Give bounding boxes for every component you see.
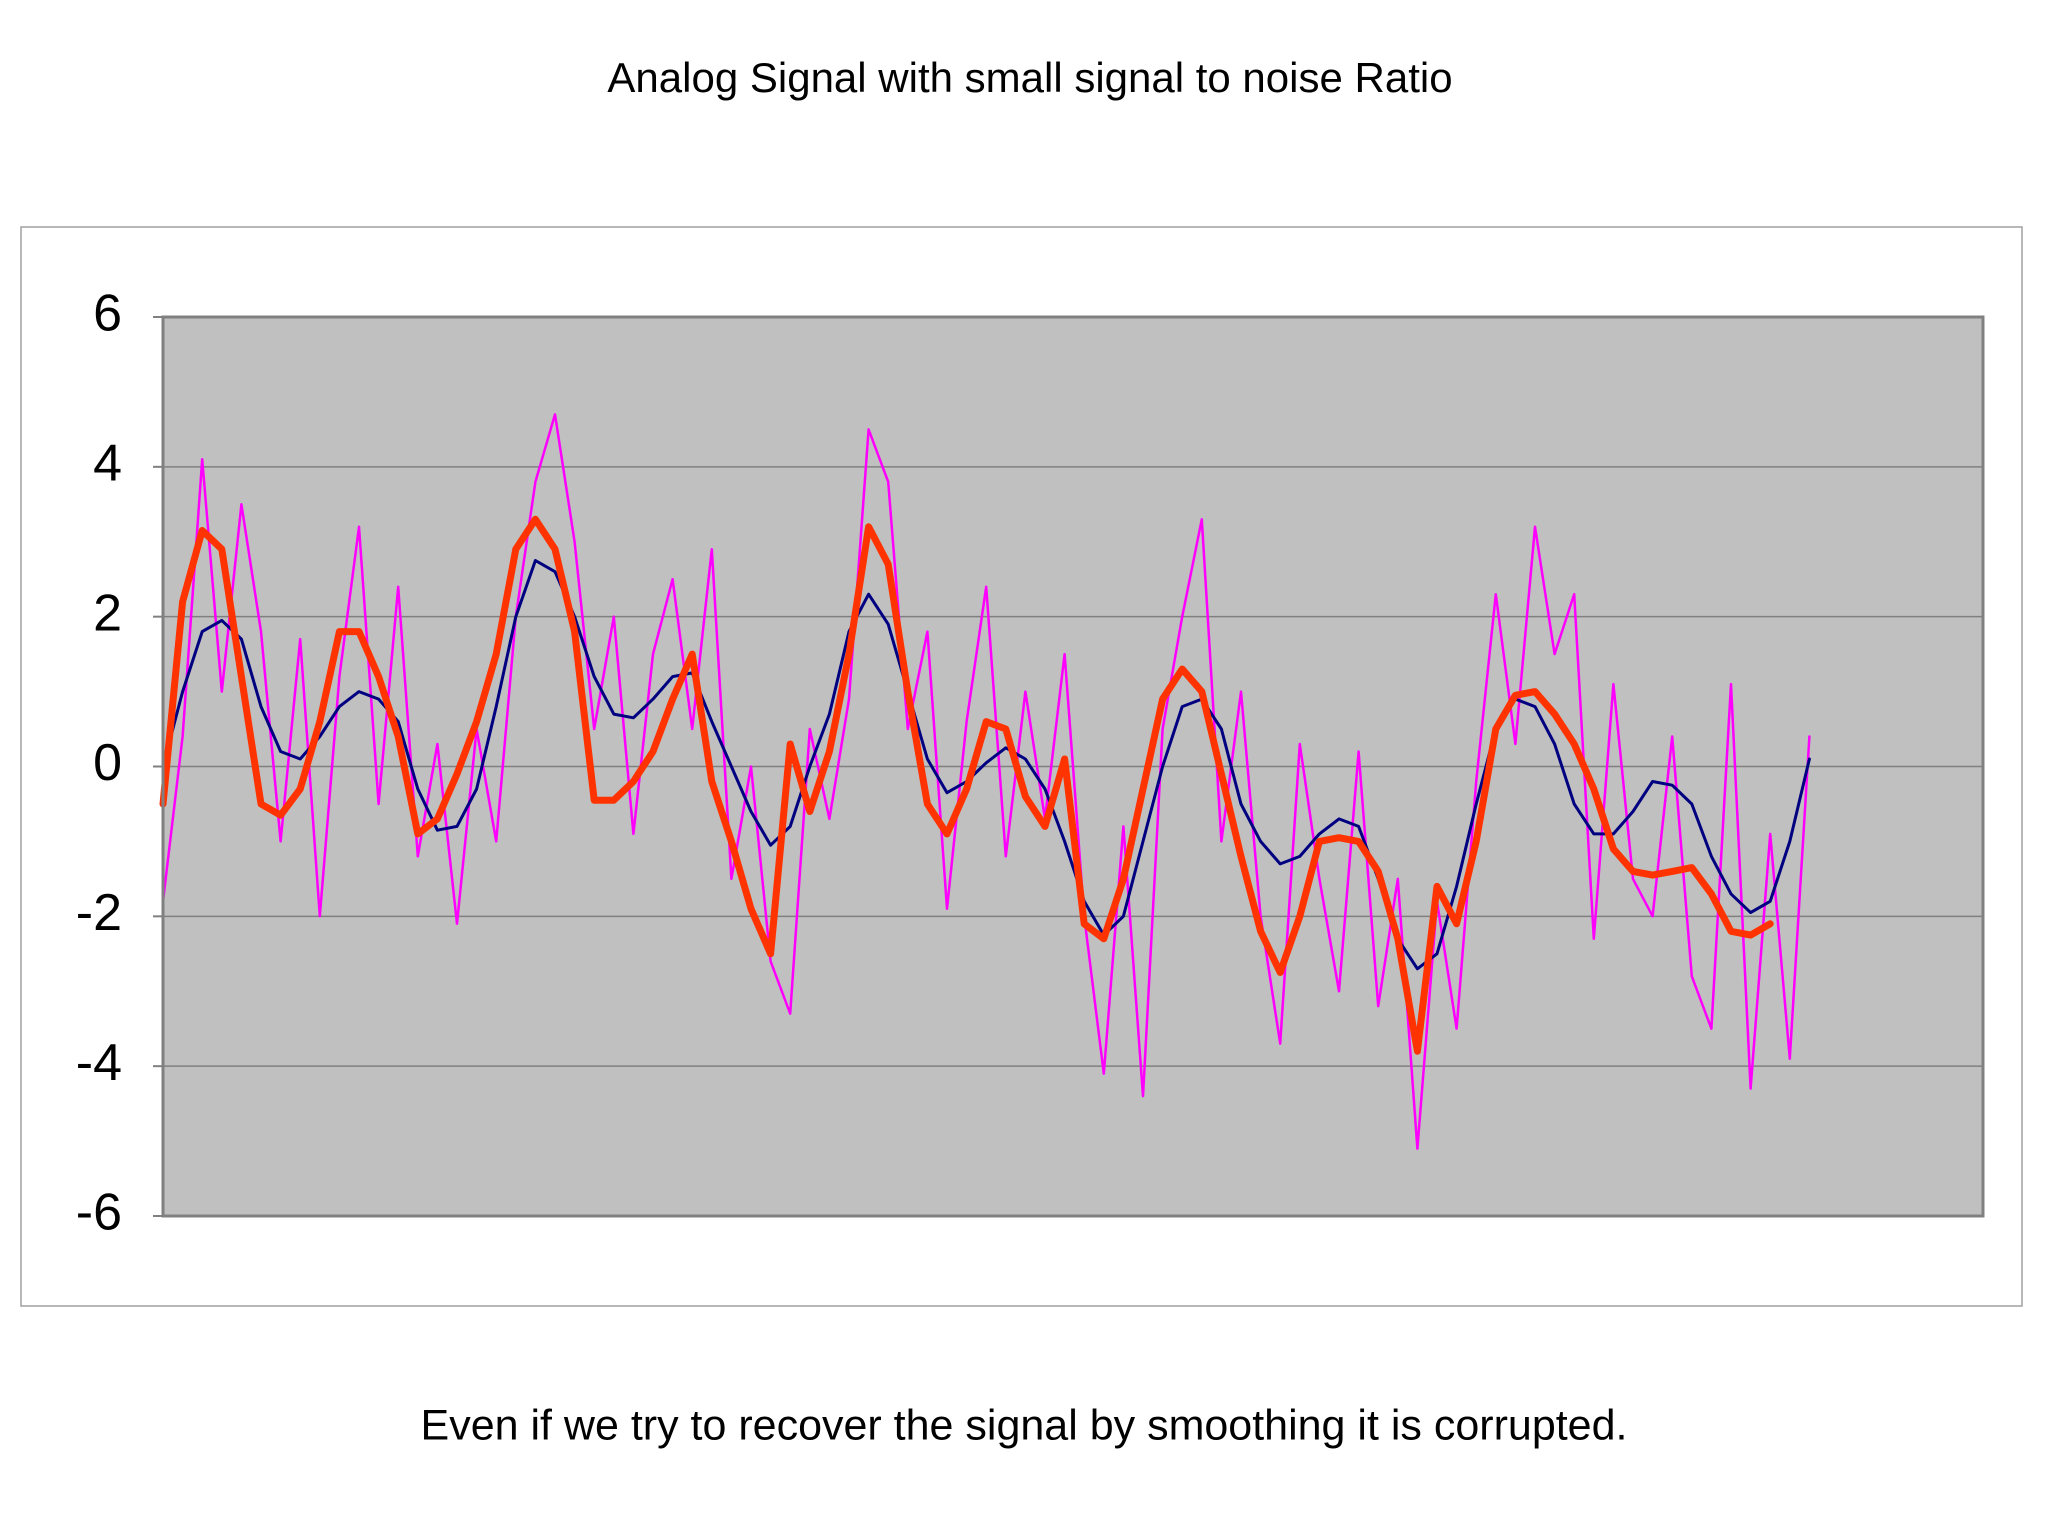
chart-title: Analog Signal with small signal to noise…	[607, 54, 1452, 101]
series-group	[159, 413, 1811, 1150]
y-tick-label: 4	[93, 435, 122, 493]
y-tick-label: -4	[76, 1034, 122, 1092]
y-tick-label: -6	[76, 1184, 122, 1242]
y-tick-label: 2	[93, 584, 122, 642]
y-tick-label: 6	[93, 285, 122, 343]
series-line	[161, 413, 1811, 1150]
series-line	[161, 559, 1811, 971]
y-tick-label: -2	[76, 884, 122, 942]
series-line	[159, 515, 1774, 1055]
y-tick-label: 0	[93, 734, 122, 792]
caption: Even if we try to recover the signal by …	[421, 1401, 1628, 1449]
